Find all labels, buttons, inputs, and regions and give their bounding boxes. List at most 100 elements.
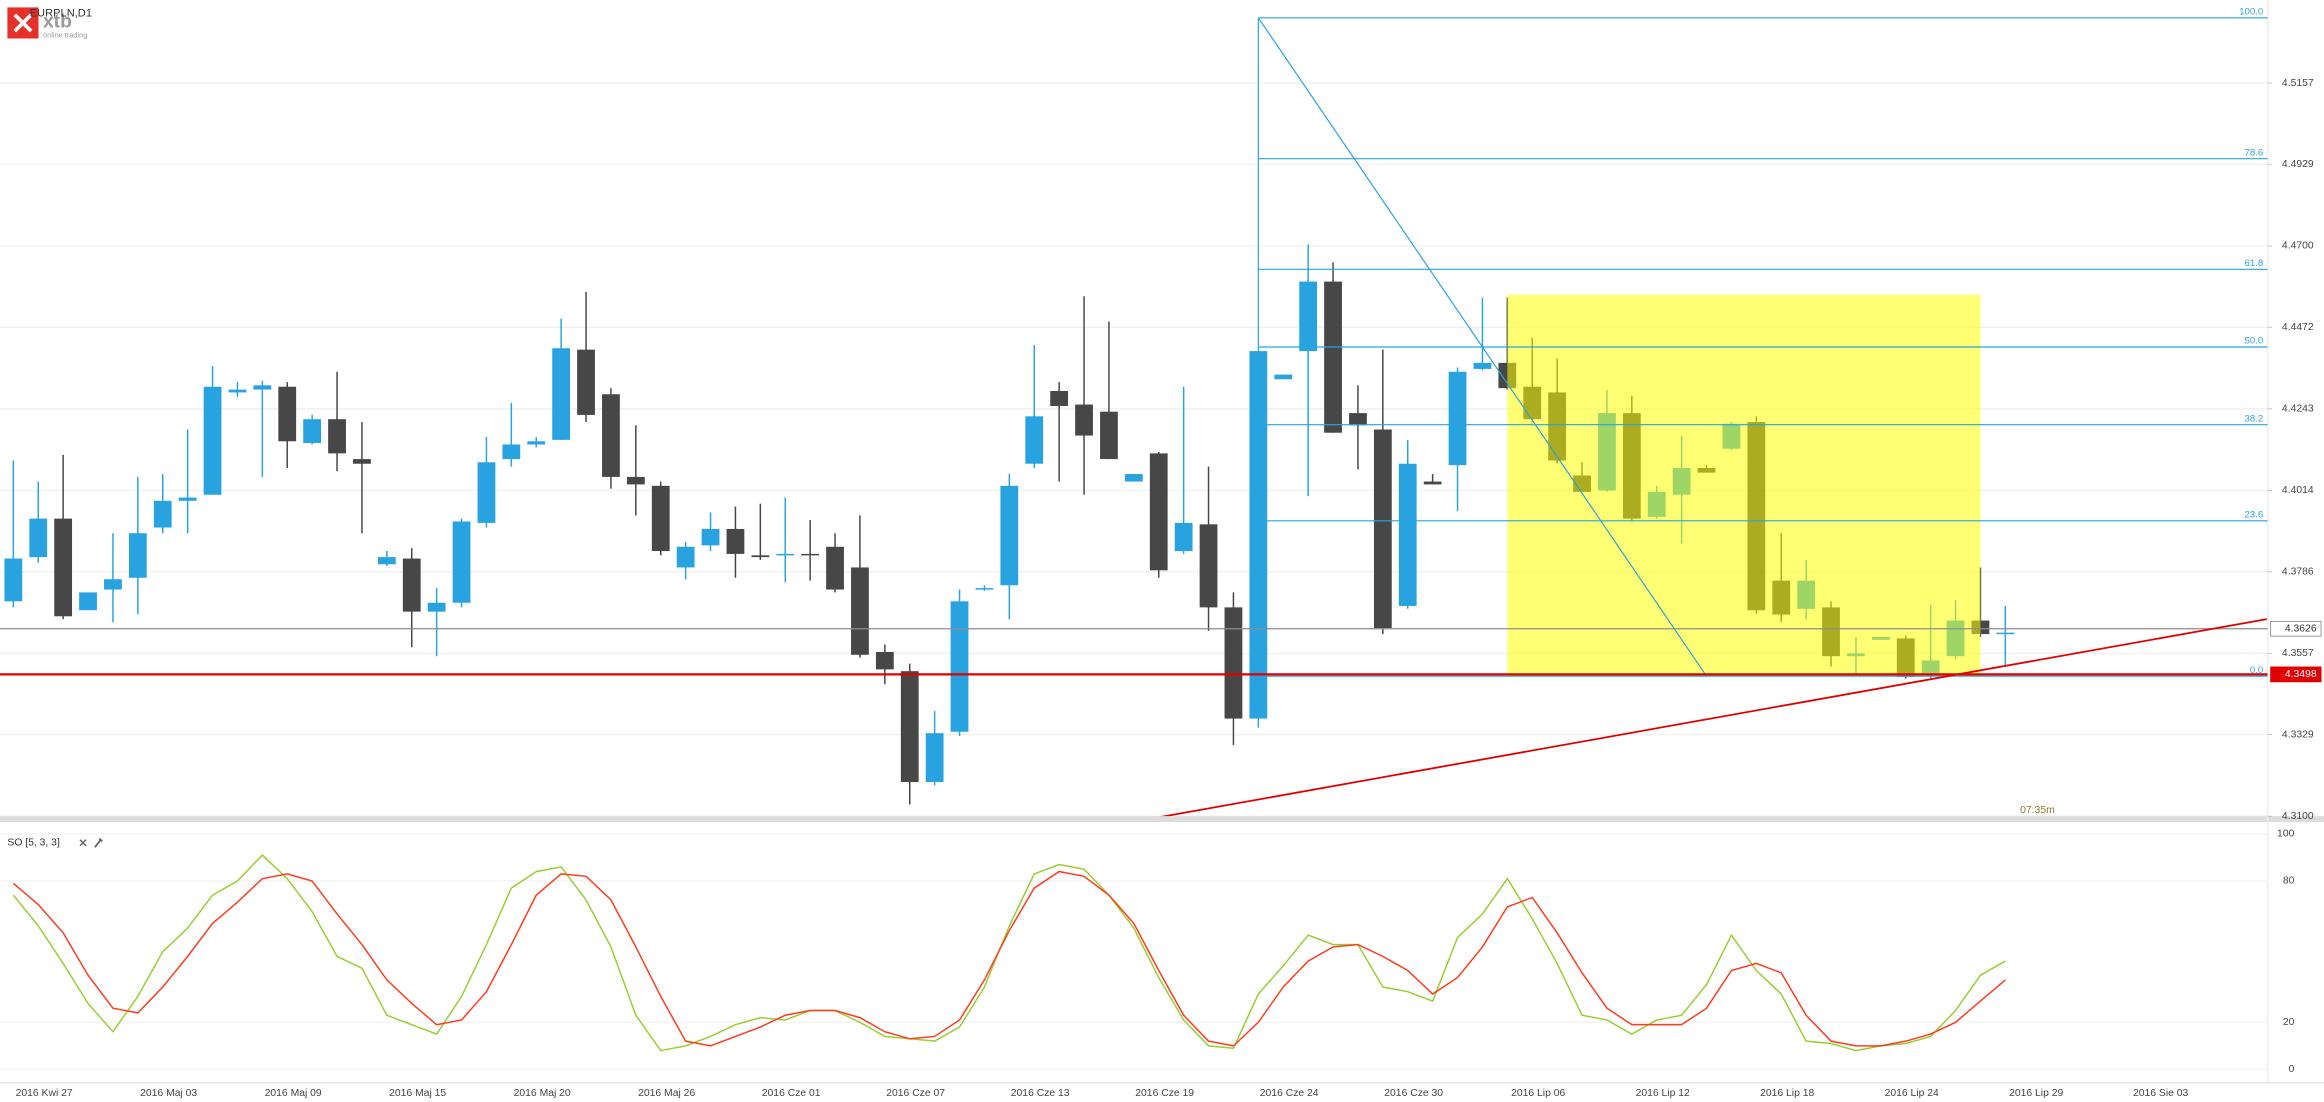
candle-body [1373, 429, 1392, 629]
x-tick-label: 2016 Maj 03 [140, 1088, 197, 1099]
logo-name: xtb [43, 11, 72, 32]
candle-body [502, 444, 521, 460]
candle-body [1025, 416, 1044, 464]
logo-tagline: online trading [43, 31, 87, 40]
x-tick-label: 2016 Cze 19 [1135, 1088, 1194, 1099]
countdown: 07:35m [2020, 805, 2055, 816]
candle-body [228, 389, 247, 393]
candle-body [776, 553, 795, 556]
candle-body [278, 386, 297, 442]
candle-body [1299, 281, 1318, 352]
pane-separator [0, 816, 2324, 823]
indicator-settings-icon[interactable] [94, 837, 103, 848]
candle-body [477, 462, 496, 523]
x-tick-label: 2016 Maj 15 [389, 1088, 446, 1099]
candle-body [402, 558, 421, 612]
candle-body [826, 546, 844, 590]
candle-body [178, 497, 197, 501]
candle-body [1423, 481, 1442, 485]
fib-level-label: 50.0 [2244, 336, 2263, 347]
y-tick-label: 4.4929 [2282, 159, 2314, 170]
candle-body [1149, 453, 1168, 571]
candle-body [54, 518, 73, 617]
x-tick-label: 2016 Cze 13 [1011, 1088, 1070, 1099]
highlight-box [1507, 294, 1981, 677]
candle-body [203, 386, 222, 495]
x-tick-label: 2016 Lip 06 [1511, 1088, 1565, 1099]
price-pane [0, 17, 2268, 817]
indicator-remove-icon[interactable] [79, 839, 87, 847]
candle-body [1199, 524, 1218, 608]
x-tick-label: 2016 Cze 01 [762, 1088, 821, 1099]
candle-body [925, 733, 944, 783]
candle-body [1124, 474, 1143, 482]
plot: 4.5157 4.4929 4.4700 4.4472 4.4243 4.4014 4.37… [0, 6, 2322, 1099]
y-tick-label: 4.4243 [2282, 404, 2314, 415]
x-tick-label: 2016 Maj 20 [514, 1088, 571, 1099]
x-tick-label: 2016 Lip 12 [1636, 1088, 1690, 1099]
indicator-title: SO [5, 3, 3] [7, 838, 60, 849]
candle-body [975, 588, 994, 590]
x-tick-label: 2016 Maj 09 [265, 1088, 322, 1099]
candle-body [701, 528, 720, 546]
candle-body [676, 546, 695, 568]
price-label: 4.3626 [2285, 623, 2317, 634]
candle-body [552, 348, 571, 440]
candle-body [726, 528, 745, 554]
price-label-box [2270, 666, 2322, 683]
price-label-box [2270, 620, 2322, 637]
candle-body [29, 518, 48, 558]
candle-body [377, 557, 396, 565]
x-tick-label: 2016 Cze 07 [886, 1088, 945, 1099]
x-tick-label: 2016 Lip 18 [1760, 1088, 1814, 1099]
candle-body [1349, 413, 1367, 426]
y-tick-label: 4.3557 [2282, 648, 2314, 659]
fib-level-label: 38.2 [2244, 413, 2263, 424]
x-tick-label: 2016 Kwi 27 [16, 1088, 73, 1099]
candle-body [452, 521, 471, 603]
candle-body [1075, 404, 1093, 436]
candle-body [303, 419, 322, 444]
candle-body [153, 500, 172, 528]
candle-body [602, 394, 620, 477]
candle-body [1100, 411, 1118, 460]
candle-body [751, 555, 770, 558]
candle-body [253, 385, 272, 390]
fib-level-label: 78.6 [2244, 147, 2263, 158]
candle-body [527, 441, 546, 445]
candle-body [1000, 485, 1019, 586]
candle-body [1224, 607, 1243, 719]
y-tick-label: 4.4700 [2282, 241, 2314, 252]
y-tick-label: 100 [2277, 829, 2295, 840]
x-tick-label: 2016 Cze 30 [1384, 1088, 1443, 1099]
candle-body [1996, 632, 2015, 635]
candle-body [4, 558, 23, 602]
y-tick-label: 4.4472 [2282, 322, 2314, 333]
candle-body [1050, 391, 1069, 406]
x-tick-label: 2016 Lip 29 [2009, 1088, 2063, 1099]
candle-body [577, 349, 595, 415]
fib-level-label: 100.0 [2239, 6, 2263, 17]
candle-body [875, 651, 894, 670]
x-tick-label: 2016 Sie 03 [2133, 1088, 2189, 1099]
candle-body [651, 485, 670, 552]
candle-body [1174, 522, 1193, 552]
chart-title: EURPLN,D1 [30, 7, 92, 19]
trendline [1160, 618, 2267, 817]
candle-body [1448, 371, 1467, 466]
candle-body [950, 601, 969, 732]
y-tick-label: 0 [2289, 1064, 2295, 1075]
y-tick-label: 4.3329 [2282, 729, 2314, 740]
candle-body [328, 419, 346, 454]
candle-body [79, 592, 97, 611]
candle-body [626, 476, 645, 485]
candle-body [851, 567, 869, 655]
x-tick-label: 2016 Lip 24 [1885, 1088, 1939, 1099]
candle-body [900, 671, 919, 783]
candle-body [128, 533, 147, 578]
candle-body [1324, 281, 1342, 433]
y-tick-label: 20 [2283, 1017, 2295, 1028]
candle-body [427, 602, 446, 612]
y-tick-label: 4.5157 [2282, 78, 2314, 89]
